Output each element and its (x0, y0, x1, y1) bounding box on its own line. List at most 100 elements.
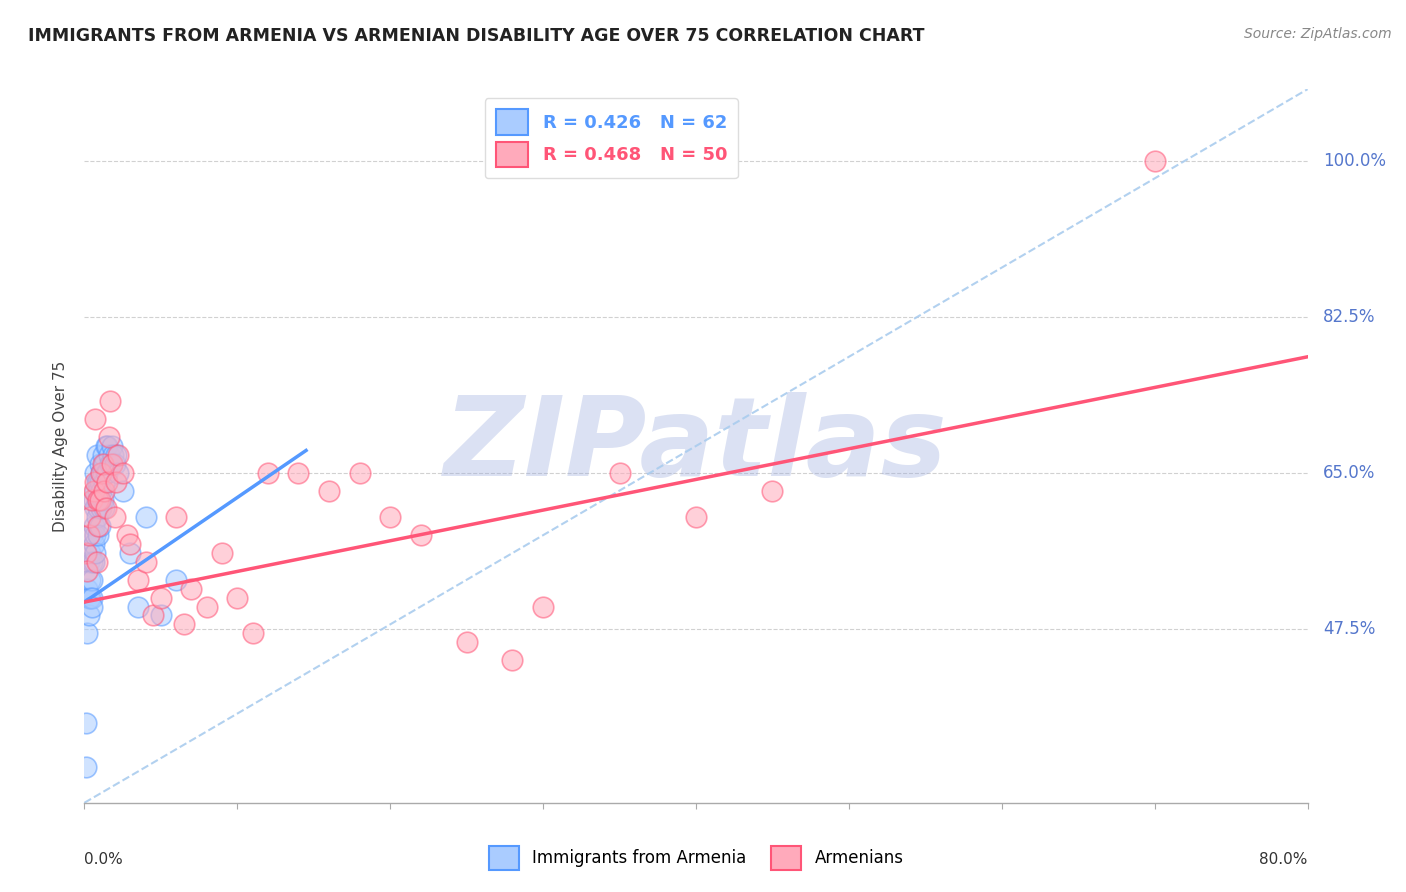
Point (531, 599, 554, 614)
Point (91, 466, 114, 480)
Point (111, 483, 134, 498)
Point (103, 448, 125, 462)
Point (75, 760, 97, 774)
Point (93, 483, 115, 498)
Point (242, 626, 264, 640)
Point (91, 448, 114, 462)
Point (173, 617, 195, 632)
Point (75, 715, 97, 730)
Text: 47.5%: 47.5% (1323, 620, 1375, 638)
Point (94, 501, 117, 516)
Point (87, 528, 110, 542)
Point (94, 466, 117, 480)
Point (87, 492, 110, 507)
Point (93, 475, 115, 489)
Point (84, 412, 107, 426)
Point (83, 519, 105, 533)
Point (211, 546, 233, 560)
Point (90, 501, 112, 516)
Point (77, 608, 100, 623)
Text: 65.0%: 65.0% (1323, 464, 1375, 482)
Point (609, 466, 631, 480)
Point (107, 448, 129, 462)
Point (83, 537, 105, 551)
Point (105, 475, 128, 489)
Point (89, 457, 111, 471)
Point (87, 501, 110, 516)
Point (111, 466, 134, 480)
Point (96, 475, 118, 489)
Point (87, 519, 110, 533)
Text: Source: ZipAtlas.com: Source: ZipAtlas.com (1244, 27, 1392, 41)
Text: 82.5%: 82.5% (1323, 308, 1375, 326)
Point (87, 475, 110, 489)
Point (287, 466, 309, 480)
Point (98, 457, 121, 471)
Text: 100.0%: 100.0% (1323, 152, 1386, 169)
Point (149, 591, 172, 605)
Text: 80.0%: 80.0% (1260, 852, 1308, 867)
Point (89, 519, 111, 533)
Point (104, 510, 127, 524)
Point (84, 546, 107, 560)
Point (79, 573, 101, 587)
Point (89, 475, 111, 489)
Point (180, 582, 202, 596)
Point (97, 430, 120, 444)
Point (90, 466, 112, 480)
Point (226, 591, 249, 605)
Point (84, 466, 107, 480)
Point (97, 448, 120, 462)
Point (86, 475, 108, 489)
Point (120, 537, 142, 551)
Point (91, 492, 114, 507)
Point (685, 510, 707, 524)
Point (135, 555, 157, 569)
Point (349, 466, 371, 480)
Point (77, 591, 100, 605)
Text: ZIPatlas: ZIPatlas (444, 392, 948, 500)
Point (502, 653, 524, 667)
Point (149, 608, 172, 623)
Point (127, 573, 149, 587)
Point (89, 492, 111, 507)
Point (127, 599, 149, 614)
Point (456, 635, 478, 649)
Point (75, 546, 97, 560)
Point (80, 555, 103, 569)
Point (83, 483, 105, 498)
Point (1143, 153, 1166, 168)
Point (87, 483, 110, 498)
Y-axis label: Disability Age Over 75: Disability Age Over 75 (53, 360, 69, 532)
Point (94, 439, 117, 453)
Point (318, 483, 340, 498)
Text: 0.0%: 0.0% (84, 852, 124, 867)
Point (380, 510, 402, 524)
Point (84, 501, 107, 516)
Point (165, 510, 187, 524)
Point (142, 608, 165, 623)
Point (79, 591, 101, 605)
Point (104, 457, 127, 471)
Point (79, 510, 101, 524)
Point (80, 528, 103, 542)
Point (76, 626, 98, 640)
Point (107, 466, 129, 480)
Point (90, 483, 112, 498)
Point (83, 492, 105, 507)
Point (105, 448, 128, 462)
Point (84, 475, 107, 489)
Point (165, 573, 187, 587)
Point (84, 528, 107, 542)
Point (115, 528, 138, 542)
Point (76, 582, 98, 596)
Point (93, 501, 115, 516)
Point (101, 457, 124, 471)
Point (195, 599, 218, 614)
Point (77, 555, 100, 569)
Point (93, 457, 115, 471)
Point (96, 466, 118, 480)
Point (90, 466, 112, 480)
Point (409, 528, 432, 542)
Point (120, 546, 142, 560)
